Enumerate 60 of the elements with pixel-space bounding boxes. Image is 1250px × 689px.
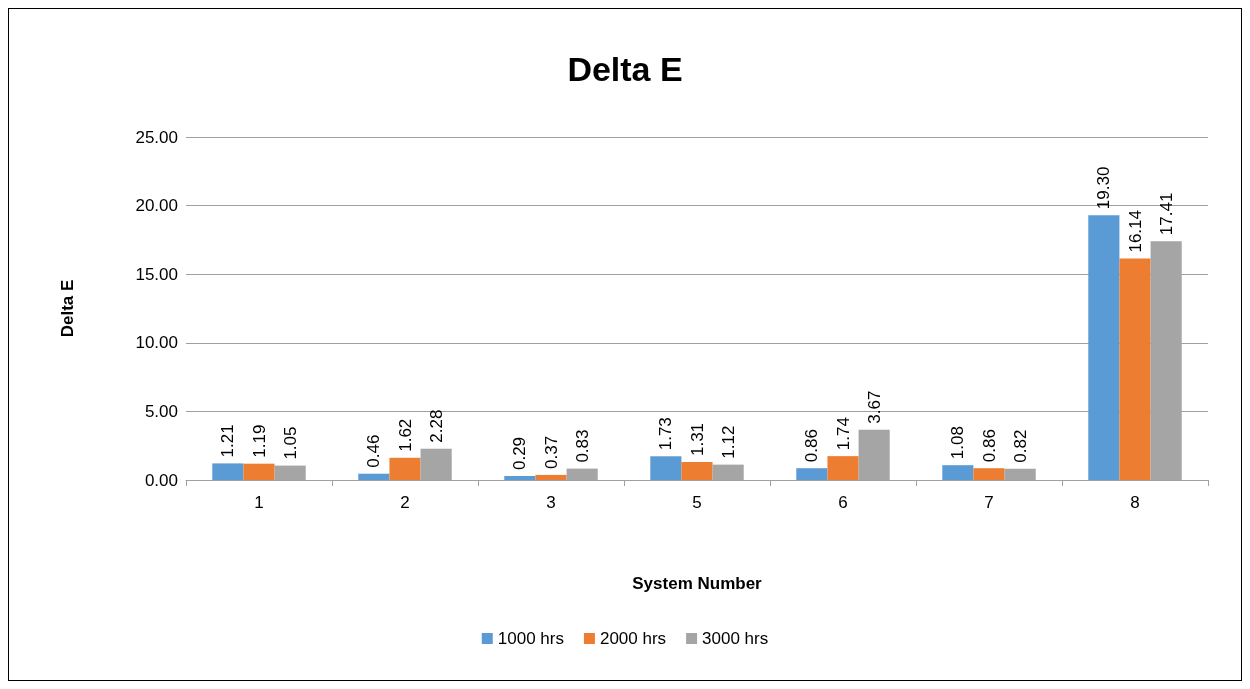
data-label: 1.19 xyxy=(249,424,269,458)
data-label: 17.41 xyxy=(1156,192,1176,236)
data-label: 0.37 xyxy=(541,435,561,469)
data-label: 0.46 xyxy=(364,434,384,468)
x-tick-label: 5 xyxy=(692,493,702,512)
bar xyxy=(1119,258,1151,480)
legend-label: 3000 hrs xyxy=(702,629,769,648)
x-tick-label: 7 xyxy=(984,493,994,512)
x-tick-label: 6 xyxy=(838,493,848,512)
y-tick-label: 25.00 xyxy=(135,127,178,147)
y-tick-label: 10.00 xyxy=(135,333,178,353)
bar xyxy=(712,464,744,480)
x-tick-label: 1 xyxy=(254,493,264,512)
data-label: 0.83 xyxy=(572,429,592,463)
bar xyxy=(650,456,682,480)
data-label: 1.05 xyxy=(280,426,300,460)
data-label: 1.21 xyxy=(218,424,238,458)
data-label: 16.14 xyxy=(1125,210,1145,253)
data-label: 19.30 xyxy=(1094,166,1114,210)
data-label: 1.08 xyxy=(948,426,968,460)
x-tick-label: 3 xyxy=(546,493,556,512)
bar xyxy=(827,456,859,480)
x-tick-label: 8 xyxy=(1130,493,1140,512)
bar xyxy=(973,468,1005,480)
data-label: 0.82 xyxy=(1010,429,1030,463)
bar xyxy=(1004,468,1036,480)
bar xyxy=(389,457,421,480)
data-label: 1.12 xyxy=(718,425,738,459)
data-label: 0.29 xyxy=(510,436,530,471)
bar xyxy=(358,473,390,480)
data-label: 1.31 xyxy=(687,422,707,457)
legend-label: 2000 hrs xyxy=(599,629,667,648)
legend-label: 1000 hrs xyxy=(497,629,564,648)
data-label: 2.28 xyxy=(426,409,446,443)
bar xyxy=(535,474,567,480)
data-label: 1.74 xyxy=(833,417,853,451)
data-label: 0.86 xyxy=(979,429,999,463)
bar xyxy=(858,429,890,480)
bar xyxy=(566,468,598,480)
bar xyxy=(212,463,244,480)
x-tick-label: 2 xyxy=(400,493,410,512)
bar xyxy=(1088,215,1120,480)
bar xyxy=(681,462,713,480)
bar xyxy=(504,476,536,480)
data-label: 1.73 xyxy=(656,417,676,451)
bar xyxy=(243,463,275,480)
y-tick-label: 5.00 xyxy=(144,401,178,421)
y-axis-title: Delta E xyxy=(58,279,77,338)
bar xyxy=(420,448,452,480)
data-label: 1.62 xyxy=(395,418,415,452)
bar xyxy=(796,468,828,480)
y-tick-label: 20.00 xyxy=(135,196,178,216)
bar xyxy=(274,465,306,480)
data-label: 0.86 xyxy=(802,429,822,463)
x-axis-title: System Number xyxy=(632,574,763,593)
y-tick-label: 0.00 xyxy=(144,470,178,490)
chart-title: Delta E xyxy=(567,50,683,88)
data-label: 3.67 xyxy=(864,390,884,424)
bar xyxy=(942,465,974,480)
y-tick-label: 15.00 xyxy=(135,264,178,284)
